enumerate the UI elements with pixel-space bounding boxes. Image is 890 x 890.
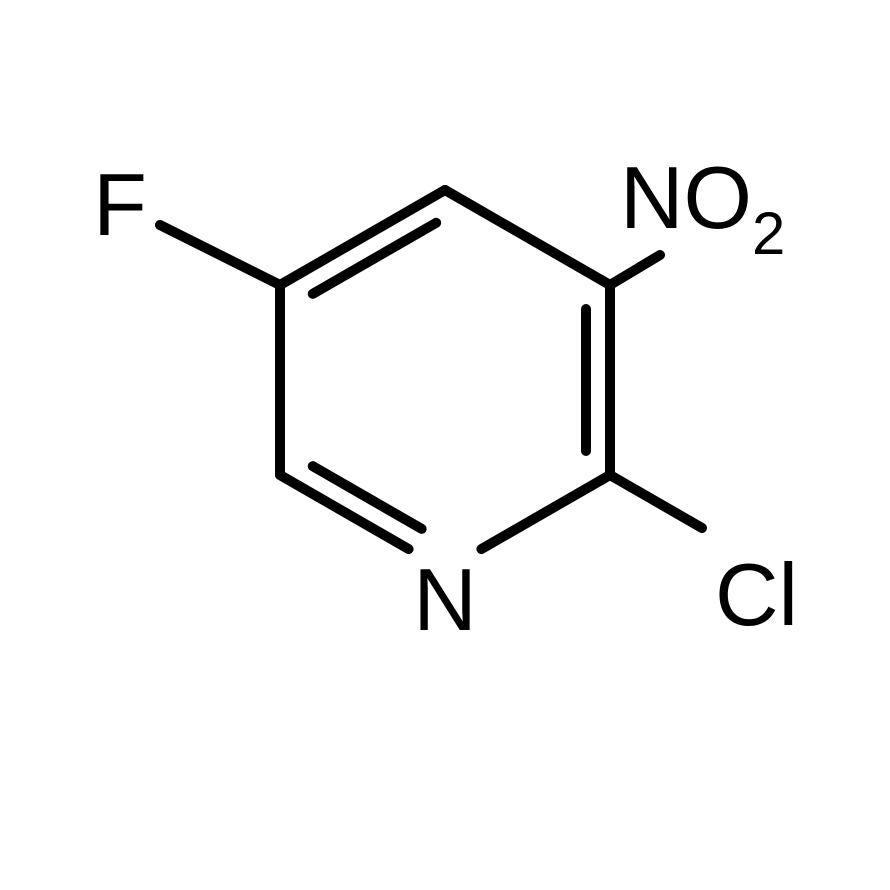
atom-label-nitrogen: N bbox=[413, 556, 477, 644]
atom-label-fluorine: F bbox=[93, 161, 147, 249]
nitro-text: NO bbox=[620, 148, 752, 247]
atom-label-chlorine: Cl bbox=[715, 551, 798, 639]
chemical-structure-canvas: N F NO2 Cl bbox=[0, 0, 890, 890]
bond-svg bbox=[0, 0, 890, 890]
atom-label-nitro: NO2 bbox=[620, 154, 785, 256]
nitro-subscript: 2 bbox=[752, 200, 785, 267]
